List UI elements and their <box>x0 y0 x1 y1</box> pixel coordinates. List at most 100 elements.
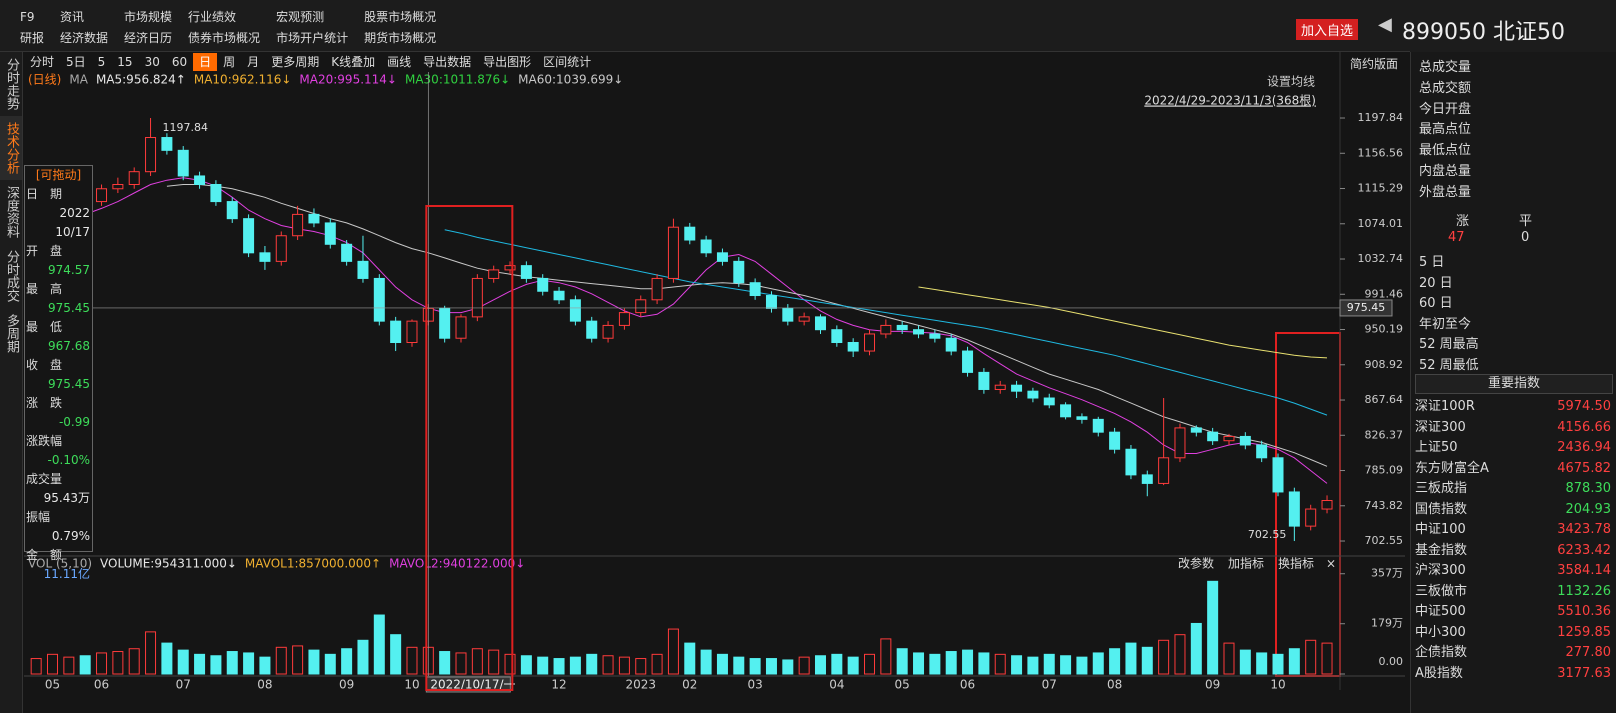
info-label: 涨 跌 <box>26 396 63 410</box>
candle-body <box>1256 444 1268 459</box>
index-row[interactable]: 沪深300 3584.14 <box>1411 561 1616 582</box>
x-tick-label: 05 <box>895 678 910 692</box>
index-row[interactable]: 三板成指 878.30 <box>1411 479 1616 500</box>
side-tab[interactable]: 多周期 <box>4 314 19 353</box>
index-row[interactable]: 中证100 3423.78 <box>1411 520 1616 541</box>
toolbar-item[interactable]: 周 <box>223 55 236 69</box>
toolbar-item[interactable]: 分时 <box>30 55 55 69</box>
candle-body <box>994 384 1006 390</box>
side-tab[interactable]: 分时成交 <box>4 250 19 302</box>
volume-bar <box>1305 639 1317 675</box>
info-value: -0.10% <box>47 453 90 467</box>
volume-bar <box>1092 652 1104 675</box>
candle-body <box>1011 384 1023 392</box>
toolbar-item[interactable]: 导出图形 <box>483 55 532 69</box>
period-field: 5 日 <box>1419 255 1445 270</box>
index-row[interactable]: 中小300 1259.85 <box>1411 623 1616 644</box>
toolbar-item[interactable]: 5 <box>97 55 106 69</box>
menu-item[interactable]: 市场规模 <box>124 10 173 24</box>
menu-item[interactable]: 债券市场概况 <box>188 31 261 45</box>
toolbar-item[interactable]: 15 <box>117 55 133 69</box>
candle-body <box>324 222 336 245</box>
index-value: 277.80 <box>1565 645 1612 660</box>
side-tabs: 分时走势技术分析深度资料分时成交多周期 <box>0 52 23 713</box>
menu-item[interactable]: 宏观预测 <box>276 10 325 24</box>
menu-item[interactable]: 期货市场概况 <box>364 31 437 45</box>
toolbar-item[interactable]: 日 <box>193 53 218 71</box>
volume-tick-label: 357万 <box>1371 567 1403 580</box>
info-value: 967.68 <box>48 339 90 353</box>
toolbar-item[interactable]: 30 <box>144 55 160 69</box>
ma-legend: MA5:956.824↑ <box>96 73 186 87</box>
toolbar-item[interactable]: 画线 <box>387 55 412 69</box>
index-name: 深证100R <box>1415 399 1475 414</box>
chart: (日线) MA MA5:956.824↑ MA10:962.116↓ MA20:995.… <box>24 52 1405 693</box>
candle-body <box>896 324 908 331</box>
info-value: 975.45 <box>48 377 90 391</box>
index-value: 3423.78 <box>1557 522 1611 537</box>
volume-button[interactable]: 改参数 <box>1178 556 1214 571</box>
volume-bar <box>1207 580 1219 675</box>
menu-item[interactable]: F9 <box>20 10 35 24</box>
crosshair-price: 975.45 <box>1347 301 1386 314</box>
index-row[interactable]: 企债指数 277.80 <box>1411 643 1616 664</box>
ma-line <box>166 184 1328 467</box>
menu-item[interactable]: 行业绩效 <box>188 10 237 24</box>
toolbar-item[interactable]: 5日 <box>66 55 86 69</box>
ma-settings: 设置均线 <box>1267 75 1315 89</box>
quote-field: 最高点位 <box>1419 122 1472 138</box>
prev-arrow[interactable]: ◀ <box>1378 14 1392 35</box>
info-label: 收 盘 <box>26 358 63 372</box>
index-value: 4156.66 <box>1557 419 1611 435</box>
index-row[interactable]: 中证500 5510.36 <box>1411 602 1616 623</box>
candle-body <box>684 226 696 241</box>
index-row[interactable]: 国债指数 204.93 <box>1411 500 1616 521</box>
toolbar: 分时 5日 5 15 30 60 日周月更多周期 K线叠加 画线 导出数据 导出图形 区间统计 <box>24 53 597 71</box>
menu-item[interactable]: 资讯 <box>60 10 85 24</box>
toolbar-item[interactable]: 60 <box>171 55 188 69</box>
side-tab[interactable]: 分时走势 <box>4 58 19 110</box>
menu-item[interactable]: 经济日历 <box>124 31 173 45</box>
candle-body <box>651 277 663 301</box>
menu-item[interactable]: 股票市场概况 <box>364 10 437 24</box>
layout-button[interactable]: 简约版面 <box>1350 57 1399 71</box>
toolbar-item[interactable]: 更多周期 <box>271 55 320 69</box>
volume-button[interactable]: 换指标 <box>1278 556 1314 571</box>
quote-field: 最低点位 <box>1419 143 1472 159</box>
side-tab[interactable]: 深度资料 <box>4 186 19 238</box>
candle-body <box>1109 431 1121 450</box>
info-value: 95.43万 <box>43 491 90 505</box>
toolbar-item[interactable]: 区间统计 <box>543 55 592 69</box>
x-tick-label: 07 <box>176 678 191 692</box>
index-row[interactable]: 东方财富全A 4675.82 <box>1411 459 1616 480</box>
volume-button[interactable]: × <box>1326 557 1336 571</box>
toolbar-item[interactable]: 月 <box>247 55 260 69</box>
index-row[interactable]: 深证300 4156.66 <box>1411 418 1616 439</box>
index-row[interactable]: 三板做市 1132.26 <box>1411 582 1616 603</box>
volume-bar <box>471 648 483 675</box>
candle-body <box>471 277 483 318</box>
period-field: 60 日 <box>1419 296 1453 312</box>
ma-legend: MA60:1039.699↓ <box>518 73 623 87</box>
index-row[interactable]: 上证50 2436.94 <box>1411 438 1616 459</box>
volume-legend: MAVOL2:940122.000↓ <box>389 557 525 571</box>
volume-legend: VOL (5,10) <box>28 557 92 571</box>
toolbar-item[interactable]: K线叠加 <box>331 55 376 69</box>
volume-bar <box>798 656 810 675</box>
index-row[interactable]: 深证100R 5974.50 <box>1411 397 1616 418</box>
index-row[interactable]: A股指数 3177.63 <box>1411 664 1616 685</box>
add-watch-button[interactable]: 加入自选 <box>1296 19 1359 40</box>
volume-tick-label: 179万 <box>1371 617 1403 630</box>
index-name: 基金指数 <box>1415 542 1468 558</box>
index-row[interactable]: 基金指数 6233.42 <box>1411 541 1616 562</box>
ma-label: MA <box>69 73 88 87</box>
side-tab[interactable]: 技术分析 <box>0 116 22 180</box>
volume-button[interactable]: 加指标 <box>1228 556 1264 571</box>
candle-body <box>112 183 124 190</box>
menu-item[interactable]: 市场开户统计 <box>276 31 349 45</box>
menu-item[interactable]: 研报 <box>20 31 45 45</box>
toolbar-item[interactable]: 导出数据 <box>423 55 472 69</box>
code: 899050 <box>1402 20 1486 45</box>
index-name: 东方财富全A <box>1415 460 1489 476</box>
menu-item[interactable]: 经济数据 <box>60 31 109 45</box>
